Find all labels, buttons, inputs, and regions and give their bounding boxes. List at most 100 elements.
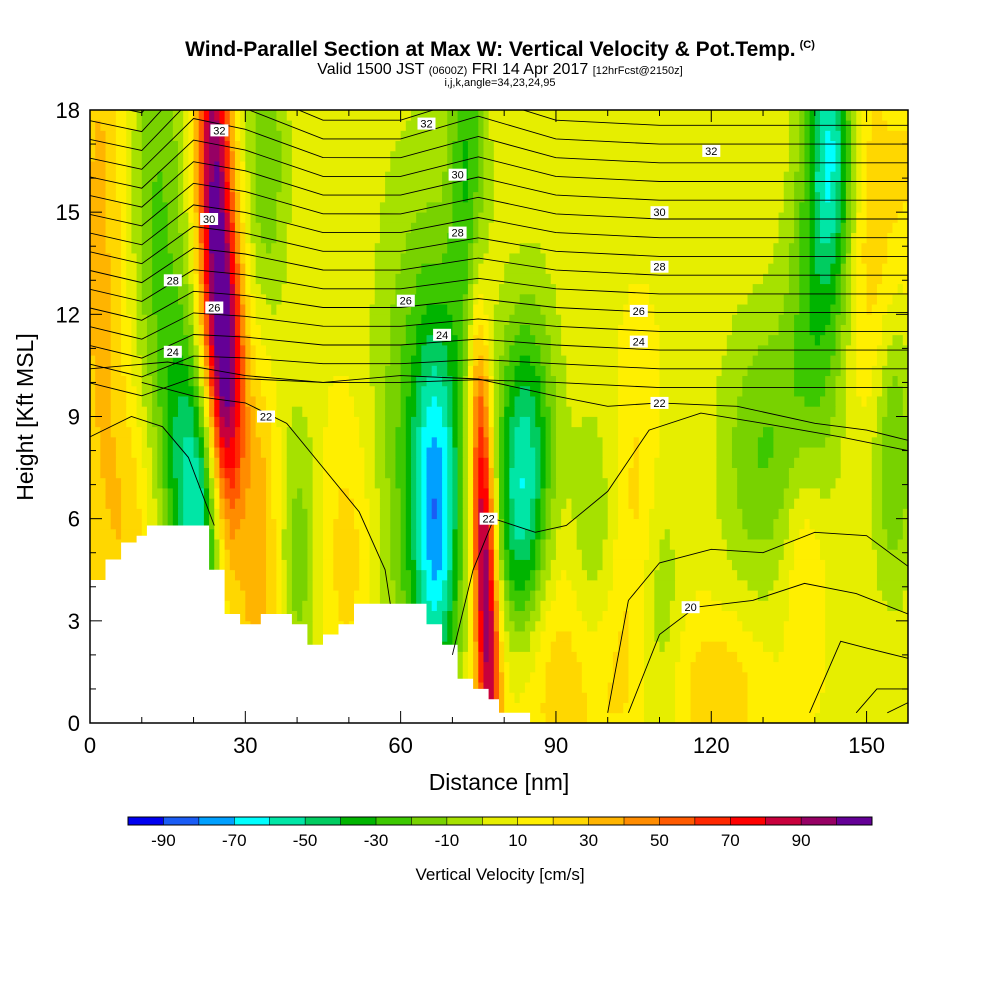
velocity-cell	[374, 293, 396, 305]
velocity-cell	[530, 436, 541, 448]
velocity-cell	[131, 436, 143, 448]
velocity-cell	[530, 385, 541, 397]
velocity-cell	[198, 456, 205, 468]
velocity-cell	[183, 354, 195, 366]
velocity-cell	[493, 681, 500, 693]
velocity-cell	[866, 201, 904, 213]
velocity-cell	[400, 569, 412, 581]
velocity-cell	[866, 273, 883, 285]
velocity-cell	[555, 283, 629, 295]
velocity-cell	[519, 293, 536, 305]
velocity-cell	[224, 252, 231, 264]
velocity-cell	[721, 354, 754, 366]
velocity-cell	[830, 303, 842, 315]
velocity-cell	[462, 508, 469, 520]
velocity-cell	[457, 497, 464, 509]
velocity-cell	[856, 181, 862, 193]
velocity-cell	[214, 508, 220, 520]
velocity-cell	[478, 436, 484, 448]
velocity-cell	[799, 130, 805, 142]
velocity-cell	[178, 293, 189, 305]
velocity-cell	[478, 630, 484, 642]
velocity-cell	[178, 395, 189, 407]
velocity-cell	[390, 344, 402, 356]
velocity-cell	[830, 354, 842, 366]
velocity-cell	[131, 446, 143, 458]
velocity-cell	[291, 416, 308, 428]
velocity-cell	[462, 395, 469, 407]
velocity-cell	[359, 538, 371, 550]
velocity-cell	[400, 559, 407, 571]
y-tick-label: 12	[56, 302, 80, 327]
velocity-cell	[825, 610, 908, 622]
velocity-cell	[405, 538, 412, 550]
velocity-cell	[612, 548, 650, 560]
velocity-cell	[550, 569, 562, 581]
velocity-cell	[618, 426, 660, 438]
velocity-cell	[462, 518, 469, 530]
velocity-cell	[416, 426, 422, 438]
velocity-cell	[483, 170, 495, 182]
velocity-cell	[794, 559, 826, 571]
velocity-cell	[509, 344, 541, 356]
velocity-cell	[499, 640, 505, 652]
velocity-cell	[473, 436, 479, 448]
velocity-cell	[379, 211, 417, 223]
velocity-cell	[447, 548, 453, 560]
velocity-cell	[312, 467, 324, 479]
velocity-cell	[214, 334, 231, 346]
velocity-cell	[851, 191, 857, 203]
velocity-cell	[618, 375, 660, 387]
velocity-cell	[876, 354, 888, 366]
velocity-cell	[157, 497, 163, 509]
velocity-cell	[90, 446, 101, 458]
velocity-cell	[291, 589, 308, 601]
velocity-cell	[224, 150, 231, 162]
velocity-cell	[737, 395, 805, 407]
velocity-cell	[115, 191, 127, 203]
velocity-cell	[814, 712, 908, 723]
velocity-cell	[457, 416, 464, 428]
velocity-cell	[545, 375, 557, 387]
velocity-cell	[882, 477, 908, 489]
velocity-cell	[240, 518, 267, 530]
velocity-cell	[234, 211, 241, 223]
velocity-cell	[628, 651, 645, 663]
velocity-cell	[203, 416, 210, 428]
velocity-cell	[799, 252, 811, 264]
velocity-cell	[493, 324, 505, 336]
velocity-cell	[809, 273, 821, 285]
velocity-cell	[234, 467, 241, 479]
velocity-cell	[136, 293, 143, 305]
velocity-cell	[224, 559, 231, 571]
velocity-cell	[447, 487, 453, 499]
velocity-cell	[271, 426, 283, 438]
velocity-cell	[493, 191, 785, 203]
velocity-cell	[566, 395, 619, 407]
velocity-cell	[871, 487, 883, 499]
velocity-cell	[95, 416, 112, 428]
velocity-cell	[478, 569, 484, 581]
velocity-cell	[649, 538, 660, 550]
velocity-cell	[152, 416, 163, 428]
velocity-cell	[240, 110, 246, 121]
velocity-cell	[851, 293, 857, 305]
colorbar-tick-label: -90	[151, 831, 176, 850]
velocity-cell	[493, 671, 500, 683]
velocity-cell	[193, 273, 200, 285]
velocity-cell	[618, 630, 629, 642]
velocity-cell	[493, 569, 500, 581]
velocity-cell	[229, 497, 236, 509]
velocity-cell	[731, 426, 764, 438]
velocity-cell	[882, 313, 908, 325]
velocity-cell	[524, 600, 536, 612]
velocity-cell	[297, 487, 303, 499]
velocity-cell	[856, 160, 862, 172]
velocity-cell	[773, 579, 790, 591]
velocity-cell	[90, 283, 112, 295]
velocity-cell	[131, 324, 138, 336]
velocity-cell	[90, 313, 112, 325]
velocity-cell	[550, 273, 764, 285]
velocity-cell	[203, 385, 210, 397]
velocity-cell	[229, 181, 236, 193]
